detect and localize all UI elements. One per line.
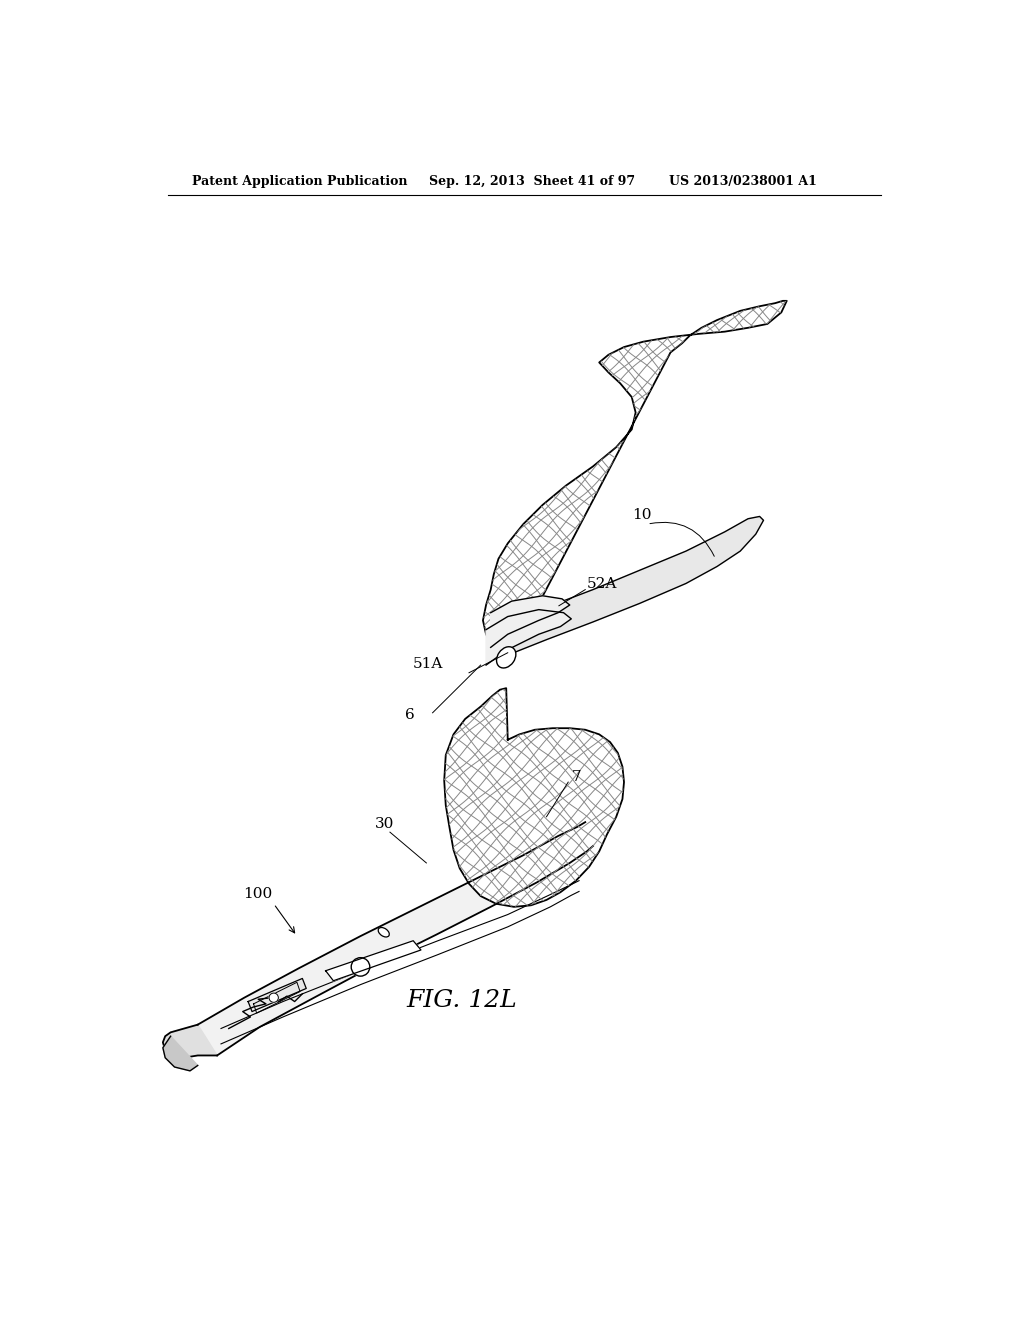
Text: 100: 100	[243, 887, 272, 900]
Text: US 2013/0238001 A1: US 2013/0238001 A1	[669, 176, 817, 189]
Ellipse shape	[497, 647, 516, 668]
Text: 7: 7	[571, 770, 581, 784]
Polygon shape	[486, 610, 571, 665]
Text: 30: 30	[375, 817, 394, 832]
Polygon shape	[483, 301, 786, 663]
Polygon shape	[508, 516, 764, 655]
Text: Patent Application Publication: Patent Application Publication	[191, 176, 408, 189]
Circle shape	[269, 993, 279, 1002]
Polygon shape	[163, 1024, 217, 1057]
Text: 10: 10	[632, 508, 651, 521]
Polygon shape	[198, 822, 593, 1056]
Polygon shape	[163, 1036, 198, 1071]
Polygon shape	[490, 595, 569, 647]
Circle shape	[351, 958, 370, 977]
Text: 6: 6	[406, 708, 415, 722]
Polygon shape	[444, 688, 624, 907]
Text: 52A: 52A	[587, 577, 617, 591]
Ellipse shape	[378, 928, 389, 937]
Polygon shape	[248, 978, 306, 1011]
Polygon shape	[326, 941, 421, 981]
Text: Sep. 12, 2013  Sheet 41 of 97: Sep. 12, 2013 Sheet 41 of 97	[429, 176, 635, 189]
Text: FIG. 12L: FIG. 12L	[406, 989, 517, 1012]
Text: 51A: 51A	[414, 657, 443, 671]
